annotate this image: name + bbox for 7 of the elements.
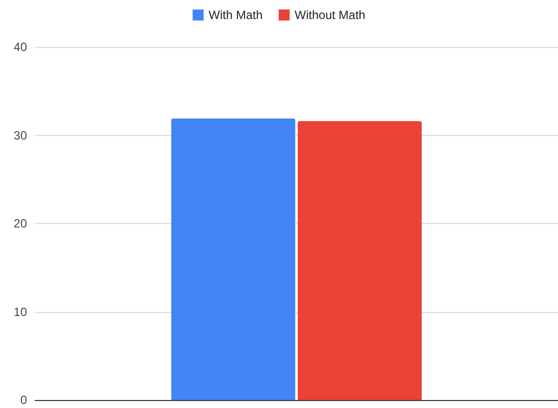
y-tick-label: 10 <box>14 304 28 319</box>
y-tick-label: 0 <box>20 393 28 407</box>
y-tick-label: 20 <box>14 216 28 230</box>
legend-label: Without Math <box>294 8 366 22</box>
y-tick-label: 30 <box>14 128 28 142</box>
legend-label: With Math <box>208 8 263 22</box>
y-tick-label: 40 <box>14 40 28 54</box>
